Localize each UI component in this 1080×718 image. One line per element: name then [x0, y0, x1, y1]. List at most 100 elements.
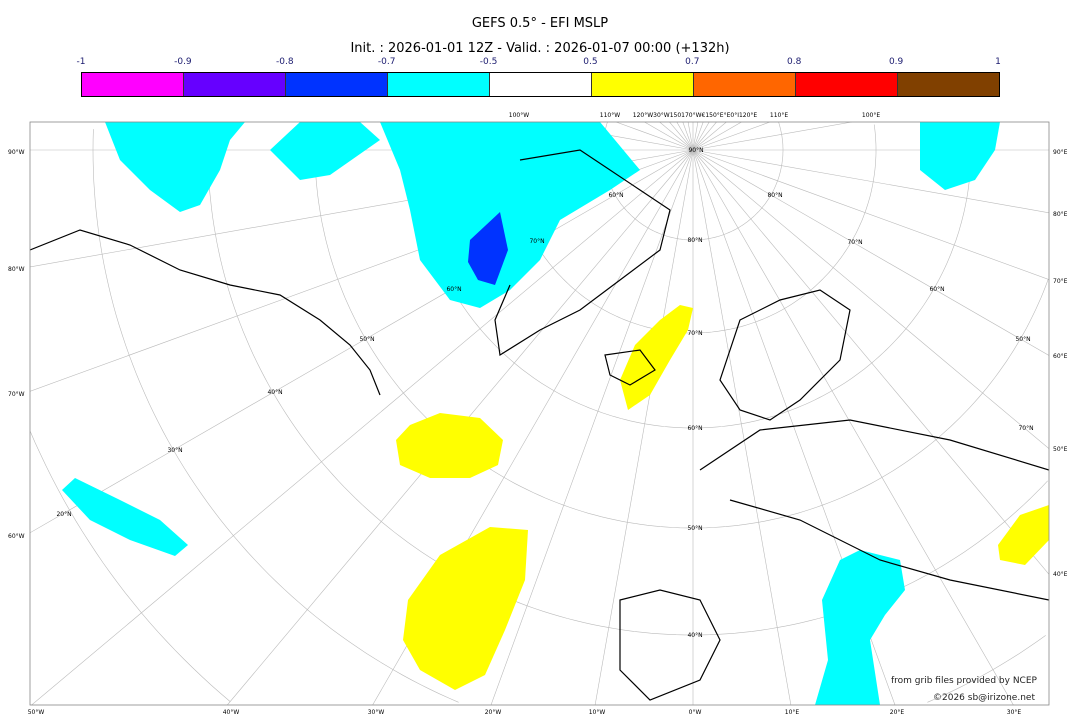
meridian-line	[692, 122, 699, 151]
axis-label: 90°E	[1053, 149, 1068, 156]
axis-label: 80°W	[8, 266, 25, 273]
latitude-line	[873, 124, 877, 150]
source-credit: from grib files provided by NCEP	[891, 676, 1037, 686]
colorbar-segment	[490, 73, 592, 96]
axis-label: 90°W	[8, 149, 25, 156]
axis-label: 120°W30°W150170°W€150°E°E0°I120°E	[633, 112, 758, 119]
meridian-line	[692, 149, 1049, 449]
meridian-line	[692, 149, 1049, 280]
colorbar-tick: 0.7	[685, 57, 700, 67]
axis-label: 90°N	[688, 147, 703, 154]
colorbar-tick: 1	[995, 57, 1001, 67]
meridian-line	[669, 122, 694, 151]
axis-label: 60°W	[8, 533, 25, 540]
colorbar-tick: -0.5	[479, 57, 498, 67]
axis-label: 110°E	[770, 112, 788, 119]
colorbar-tick: 0.5	[583, 57, 598, 67]
efi-cyan-areas	[62, 122, 1000, 705]
coastlines	[30, 149, 1049, 701]
colorbar-segment	[592, 73, 694, 96]
efi-blue-area	[468, 212, 508, 285]
axis-label: 10°W	[589, 709, 606, 716]
axis-label: 50°N	[1015, 336, 1030, 343]
axis-label: 30°E	[1007, 709, 1022, 716]
axis-label: 50°E	[1053, 446, 1068, 453]
axis-label: 70°E	[1053, 278, 1068, 285]
axis-label: 60°N	[687, 425, 702, 432]
colorbar-segment	[388, 73, 490, 96]
axis-label: 40°W	[223, 709, 240, 716]
axis-label: 20°W	[485, 709, 502, 716]
copyright: ©2026 sb@irizone.net	[933, 693, 1035, 703]
axis-label: 70°N	[847, 239, 862, 246]
meridian-line	[692, 149, 1049, 575]
meridian-line	[644, 122, 694, 151]
colorbar-segment	[898, 73, 999, 96]
axis-label: 50°N	[687, 525, 702, 532]
colorbar-tick: -0.7	[377, 57, 396, 67]
meridian-line	[692, 122, 727, 151]
meridian-line	[594, 149, 694, 705]
meridian-line	[682, 122, 694, 151]
meridian-line	[692, 122, 717, 151]
colorbar-segment	[796, 73, 898, 96]
axis-label: 80°N	[687, 237, 702, 244]
colorbar-segment	[286, 73, 388, 96]
meridian-line	[692, 149, 1049, 356]
meridian-line	[615, 122, 694, 151]
meridian-line	[692, 122, 710, 151]
meridian-line	[692, 149, 1014, 705]
axis-label: 50°N	[359, 336, 374, 343]
axis-label: 60°E	[1053, 353, 1068, 360]
axis-label: 40°N	[267, 389, 282, 396]
axis-label: 30°N	[167, 447, 182, 454]
colorbar-tick: 0.8	[787, 57, 802, 67]
axis-label: 40°E	[1053, 571, 1068, 578]
axis-label: 70°N	[1018, 425, 1033, 432]
colorbar-tick: -0.8	[275, 57, 294, 67]
colorbar-segment	[82, 73, 184, 96]
latitude-line	[92, 129, 459, 703]
map-frame	[29, 121, 1050, 706]
axis-label: 60°N	[608, 192, 623, 199]
axis-label: 60°N	[446, 286, 461, 293]
efi-yellow-areas	[396, 305, 1049, 690]
axis-label: 100°E	[862, 112, 880, 119]
colorbar-segment	[694, 73, 796, 96]
meridian-line	[659, 122, 694, 151]
axis-label: 30°W	[368, 709, 385, 716]
colorbar-segment	[184, 73, 286, 96]
axis-label: 20°E	[890, 709, 905, 716]
map-subtitle: Init. : 2026-01-01 12Z - Valid. : 2026-0…	[350, 41, 730, 56]
axis-label: 100°W	[509, 112, 529, 119]
meridian-line	[676, 122, 694, 151]
latitude-line	[314, 123, 1049, 529]
meridian-line	[692, 122, 704, 151]
meridian-line	[692, 149, 1049, 214]
latitude-line	[778, 122, 784, 150]
meridian-line	[687, 122, 694, 151]
axis-label: 70°W	[8, 391, 25, 398]
meridian-line	[31, 149, 694, 705]
axis-label: 10°E	[785, 709, 800, 716]
axis-label: 20°N	[56, 511, 71, 518]
meridian-line	[692, 122, 742, 151]
map-title: GEFS 0.5° - EFI MSLP	[471, 16, 609, 31]
axis-label: 70°N	[529, 238, 544, 245]
colorbar	[81, 72, 1000, 97]
axis-label: 110°W	[600, 112, 620, 119]
latitude-line	[927, 635, 1046, 703]
axis-label: 80°E	[1053, 211, 1068, 218]
latitude-line	[30, 431, 231, 702]
meridian-line	[692, 149, 792, 705]
axis-label: 70°N	[687, 330, 702, 337]
colorbar-tick: 0.9	[888, 57, 904, 67]
colorbar-tick: -0.9	[174, 57, 192, 67]
meridian-line	[30, 149, 694, 534]
meridian-line	[692, 122, 771, 151]
axis-label: 50°W	[28, 709, 45, 716]
axis-label: 40°N	[687, 632, 702, 639]
axis-label: 80°N	[767, 192, 782, 199]
axis-label: 0°W	[689, 709, 702, 716]
